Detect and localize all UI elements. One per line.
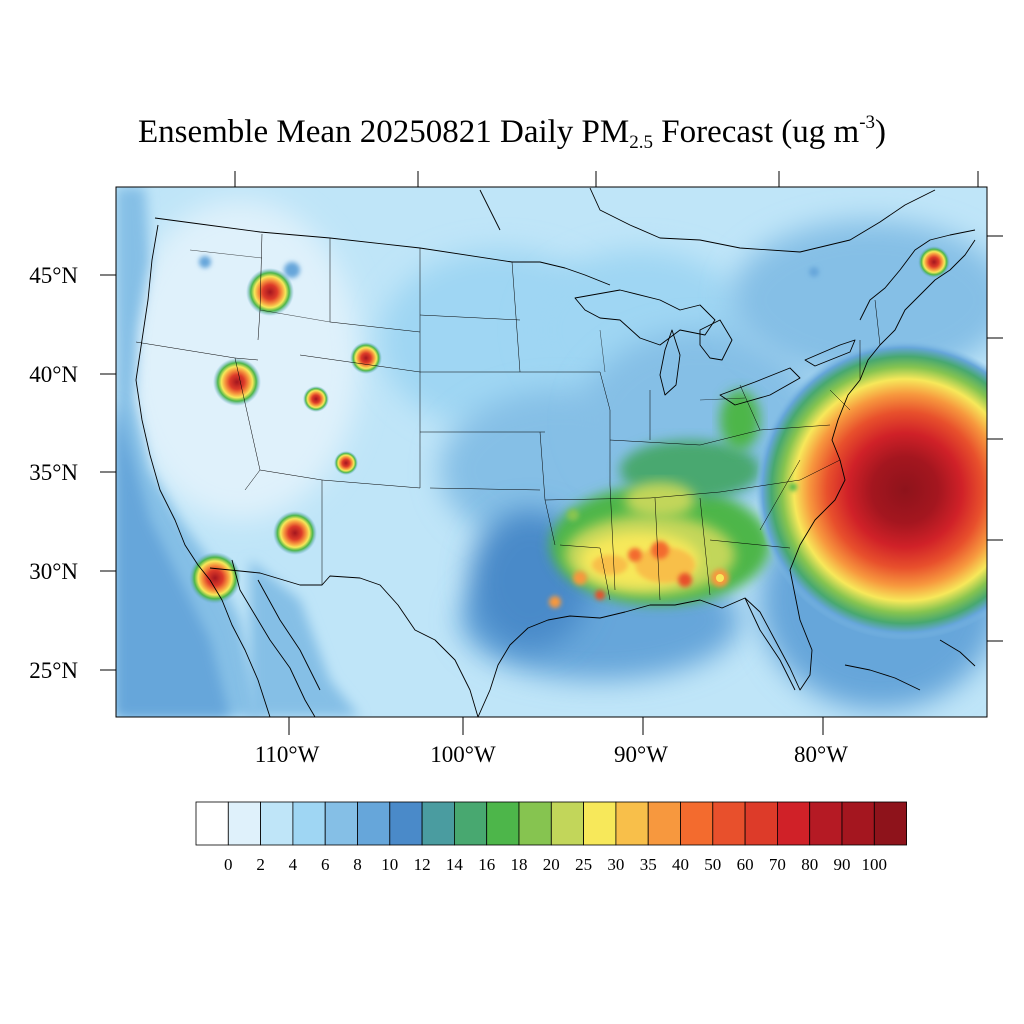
- colorbar-swatch: [227, 801, 262, 846]
- colorbar-tick-label: 80: [801, 855, 818, 874]
- colorbar-swatch: [324, 801, 358, 846]
- colorbar-tick-label: 60: [737, 855, 754, 874]
- colorbar-swatch: [841, 801, 875, 846]
- colorbar-swatch: [453, 801, 488, 846]
- colorbar-swatch: [809, 801, 843, 846]
- colorbar-tick-label: 25: [575, 855, 592, 874]
- colorbar-swatch: [680, 801, 714, 846]
- colorbar-swatch: [873, 801, 907, 846]
- colorbar-swatch: [647, 801, 681, 846]
- colorbar-tick-label: 50: [704, 855, 721, 874]
- colorbar-tick-label: 10: [381, 855, 398, 874]
- colorbar-swatch: [712, 801, 746, 846]
- lat-label-30: 30°N: [29, 559, 78, 584]
- colorbar-tick-label: 4: [289, 855, 298, 874]
- colorbar: 0 2 4 6 8 10 12 14 16 18 20 25 30 35 40 50 60 70 80 90 100: [195, 801, 907, 874]
- colorbar-tick-label: 100: [862, 855, 888, 874]
- lon-label-110w: 110°W: [255, 742, 320, 767]
- colorbar-tick-label: 35: [640, 855, 657, 874]
- colorbar-swatch: [486, 801, 520, 846]
- title-main: Ensemble Mean 20250821 Daily PM: [137, 114, 630, 150]
- colorbar-swatch: [292, 801, 326, 846]
- colorbar-swatch: [260, 801, 294, 846]
- colorbar-swatch: [583, 801, 617, 846]
- colorbar-tick-label: 0: [224, 855, 233, 874]
- colorbar-swatch: [357, 801, 391, 846]
- lon-label-100w: 100°W: [430, 742, 496, 767]
- colorbar-tick-label: 2: [256, 855, 265, 874]
- colorbar-tick-label: 90: [834, 855, 851, 874]
- lon-label-90w: 90°W: [614, 742, 668, 767]
- colorbar-swatch: [195, 801, 229, 846]
- colorbar-tick-label: 6: [321, 855, 330, 874]
- lat-label-45: 45°N: [29, 263, 78, 288]
- colorbar-swatch: [518, 801, 552, 846]
- lon-label-80w: 80°W: [794, 742, 848, 767]
- map-title: Ensemble Mean 20250821 Daily PM2.5 Forec…: [0, 112, 1024, 154]
- colorbar-tick-label: 40: [672, 855, 689, 874]
- colorbar-tick-label: 18: [511, 855, 528, 874]
- colorbar-swatch: [389, 801, 423, 846]
- colorbar-tick-label: 30: [607, 855, 624, 874]
- lat-label-35: 35°N: [29, 460, 78, 485]
- colorbar-tick-label: 12: [414, 855, 431, 874]
- colorbar-tick-label: 20: [543, 855, 560, 874]
- lat-label-25: 25°N: [29, 658, 78, 683]
- map-ticks: [100, 171, 1003, 735]
- colorbar-tick-label: 70: [769, 855, 786, 874]
- colorbar-tick-label: 16: [478, 855, 495, 874]
- title-subscript: 2.5: [629, 132, 653, 153]
- title-close: ): [875, 114, 887, 150]
- colorbar-tick-label: 14: [446, 855, 464, 874]
- colorbar-tick-label: 8: [353, 855, 362, 874]
- title-superscript: -3: [859, 112, 876, 133]
- colorbar-swatch: [615, 801, 649, 846]
- title-tail: Forecast (ug m: [653, 114, 860, 150]
- colorbar-swatch: [421, 801, 455, 846]
- colorbar-swatch: [777, 801, 811, 846]
- colorbar-swatch: [744, 801, 778, 846]
- pm25-concentration-field: [116, 187, 987, 717]
- map-frame: [115, 186, 988, 718]
- colorbar-swatch: [550, 801, 584, 846]
- lat-label-40: 40°N: [29, 362, 78, 387]
